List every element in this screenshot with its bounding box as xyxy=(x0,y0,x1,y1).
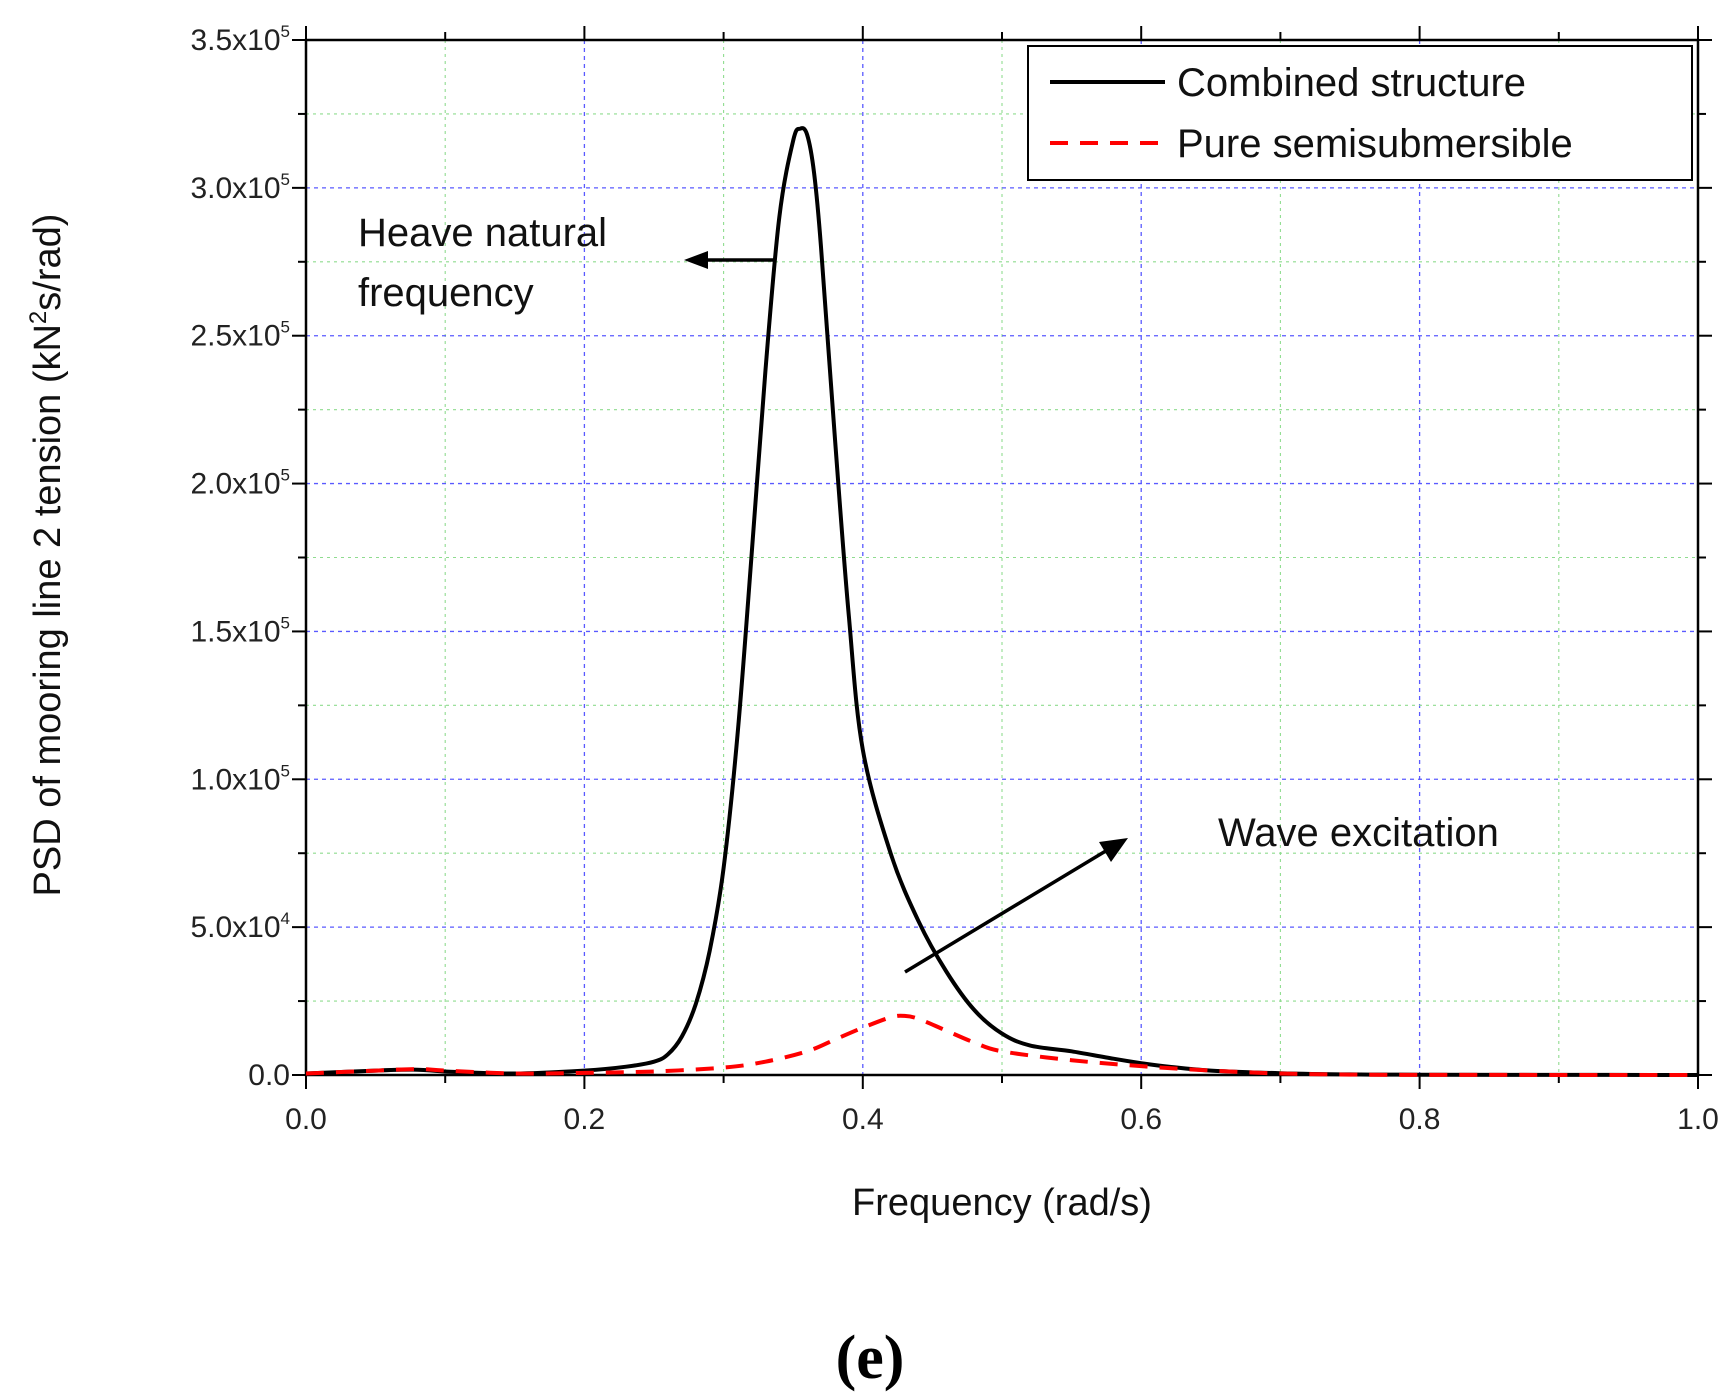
y-tick-label-exponent: 5 xyxy=(281,22,290,41)
y-axis-title: PSD of mooring line 2 tension (kN2s/rad) xyxy=(25,214,69,897)
y-tick-label-exponent: 5 xyxy=(281,466,290,485)
y-tick-label-exponent: 4 xyxy=(281,909,290,928)
series-line-combined-structure xyxy=(305,126,1699,1077)
x-tick-label: 0.4 xyxy=(842,1103,884,1136)
y-axis-title-prefix: PSD of mooring line 2 tension (kN xyxy=(27,324,69,896)
legend-label-semisub: Pure semisubmersible xyxy=(1177,122,1573,166)
y-tick-label-exponent: 5 xyxy=(281,613,290,632)
y-tick-label: 1.0x105 xyxy=(190,761,290,796)
y-tick-label-mantissa: 2.0x10 xyxy=(190,468,280,501)
y-tick-label: 0.0 xyxy=(248,1059,290,1092)
tick-marks xyxy=(292,26,1712,1089)
y-tick-label-exponent: 5 xyxy=(281,318,290,337)
x-tick-label: 1.0 xyxy=(1677,1103,1719,1136)
x-tick-label: 0.2 xyxy=(564,1103,606,1136)
legend-label-combined: Combined structure xyxy=(1177,61,1526,105)
x-axis-title: Frequency (rad/s) xyxy=(852,1182,1152,1224)
annotation-wave-arrow-shaft xyxy=(904,844,1115,974)
annotation-wave: Wave excitation xyxy=(904,811,1499,974)
y-tick-label-mantissa: 3.0x10 xyxy=(190,172,280,205)
y-tick-label-mantissa: 3.5x10 xyxy=(190,24,280,57)
annotation-heave: Heave natural frequency xyxy=(358,211,775,315)
y-tick-label: 2.5x105 xyxy=(190,318,290,353)
legend-box xyxy=(1027,45,1693,181)
series-line-pure-semisubmersible xyxy=(305,1013,1699,1077)
y-tick-label-mantissa: 0.0 xyxy=(248,1059,290,1092)
y-tick-label: 3.5x105 xyxy=(190,22,290,57)
annotation-wave-arrowhead xyxy=(1099,838,1128,862)
y-axis-title-suffix: s/rad) xyxy=(27,214,69,311)
series-layer xyxy=(305,126,1699,1077)
annotation-heave-line2: frequency xyxy=(358,271,534,315)
y-tick-label: 1.5x105 xyxy=(190,613,290,648)
figure-caption: (e) xyxy=(836,1324,905,1392)
annotation-heave-line1: Heave natural xyxy=(358,211,607,255)
y-tick-label-exponent: 5 xyxy=(281,761,290,780)
y-tick-label-exponent: 5 xyxy=(281,170,290,189)
y-tick-label: 5.0x104 xyxy=(190,909,290,944)
y-axis-title-sup: 2 xyxy=(25,311,52,324)
x-tick-label: 0.6 xyxy=(1120,1103,1162,1136)
x-tick-labels: 0.0 0.2 0.4 0.6 0.8 1.0 xyxy=(285,1103,1719,1136)
x-tick-label: 0.0 xyxy=(285,1103,327,1136)
y-tick-label: 2.0x105 xyxy=(190,466,290,501)
y-tick-label-mantissa: 1.0x10 xyxy=(190,763,280,796)
annotation-wave-text: Wave excitation xyxy=(1218,811,1499,855)
y-tick-label-mantissa: 1.5x10 xyxy=(190,615,280,648)
annotation-heave-arrowhead xyxy=(684,251,708,269)
y-tick-labels: 0.05.0x1041.0x1051.5x1052.0x1052.5x1053.… xyxy=(190,22,290,1092)
x-tick-label: 0.8 xyxy=(1399,1103,1441,1136)
y-tick-label: 3.0x105 xyxy=(190,170,290,205)
grid xyxy=(306,40,1698,1075)
legend: Combined structure Pure semisubmersible xyxy=(1027,45,1693,181)
y-tick-label-mantissa: 5.0x10 xyxy=(190,911,280,944)
y-tick-label-mantissa: 2.5x10 xyxy=(190,320,280,353)
